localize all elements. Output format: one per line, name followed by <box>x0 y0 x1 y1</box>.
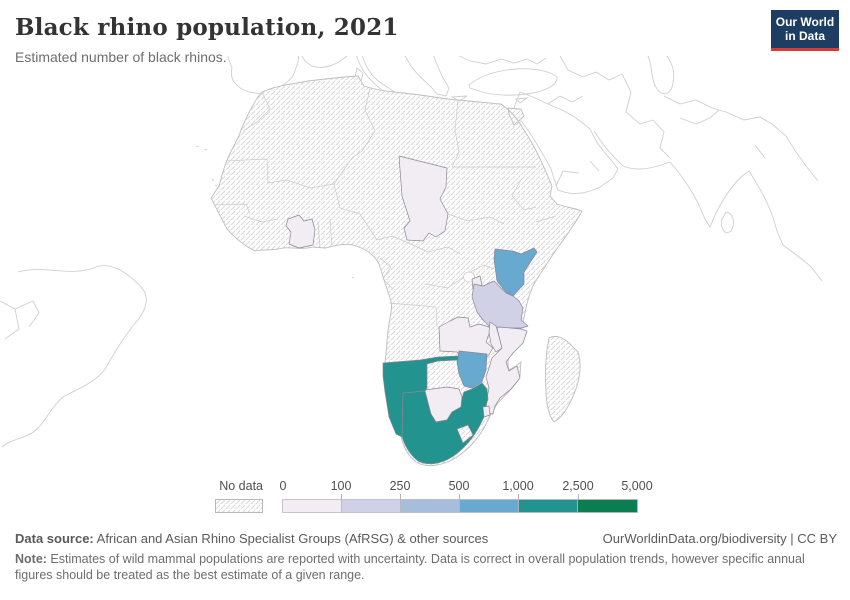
legend-tick-5000: 5,000 <box>621 479 653 493</box>
sri-lanka <box>721 211 734 234</box>
country-lesotho[interactable] <box>456 424 474 444</box>
asia-borders <box>559 56 720 159</box>
legend-bin-500-1000[interactable] <box>459 499 519 513</box>
legend-bin-2500-5000[interactable] <box>577 499 638 513</box>
world-map <box>0 56 823 467</box>
legend-bin-0-100[interactable] <box>282 499 342 513</box>
legend-bin-100-250[interactable] <box>341 499 401 513</box>
arabia-internal-borders <box>547 95 600 187</box>
himalaya-borders <box>711 107 773 159</box>
data-source-text: African and Asian Rhino Specialist Group… <box>93 531 489 546</box>
country-chad[interactable] <box>398 155 449 242</box>
owid-logo-line2: in Data <box>784 29 825 43</box>
black-sea-north-shore <box>458 56 547 65</box>
legend-tick-500: 500 <box>448 479 470 493</box>
madagascar[interactable] <box>545 335 581 423</box>
legend-tick-250: 250 <box>389 479 411 493</box>
country-malawi[interactable] <box>488 321 503 353</box>
legend-tick-mark <box>518 494 519 499</box>
balkans-greece-coast <box>404 56 450 97</box>
legend-color-bar <box>282 499 638 513</box>
note-label: Note: <box>15 552 47 566</box>
owid-logo-line1: Our World <box>775 14 835 29</box>
country-eswatini[interactable] <box>482 405 491 418</box>
country-zimbabwe[interactable] <box>456 350 488 389</box>
legend-tick-mark <box>578 494 579 499</box>
legend-tick-100: 100 <box>330 479 352 493</box>
country-cote-divoire[interactable] <box>285 214 316 249</box>
credit-link[interactable]: OurWorldinData.org/biodiversity | CC BY <box>602 531 837 546</box>
legend-tick-mark <box>459 494 460 499</box>
country-mozambique[interactable] <box>485 326 528 415</box>
cyprus <box>515 97 529 104</box>
india-coast <box>669 161 750 228</box>
legend-tick-mark <box>400 494 401 499</box>
atlantic-islands <box>195 145 355 279</box>
country-tanzania[interactable] <box>471 280 529 329</box>
france-coast <box>301 56 348 68</box>
turkey-coast <box>468 68 558 96</box>
colored-countries <box>285 155 538 465</box>
owid-logo[interactable]: Our World in Data <box>771 10 839 51</box>
iran-coast <box>593 130 671 170</box>
legend-bin-1000-2500[interactable] <box>518 499 578 513</box>
country-namibia[interactable] <box>382 355 459 438</box>
legend-no-data-swatch[interactable] <box>215 499 263 513</box>
crete <box>450 95 468 102</box>
legend-tick-2500: 2,500 <box>562 479 594 493</box>
country-kenya[interactable] <box>493 247 538 297</box>
legend-tick-mark <box>341 494 342 499</box>
myanmar-coast <box>748 123 823 282</box>
data-source-label: Data source: <box>15 531 94 546</box>
legend-bin-250-500[interactable] <box>400 499 460 513</box>
chart-subtitle: Estimated number of black rhinos. <box>15 49 227 65</box>
africa-internal-borders <box>213 87 557 328</box>
legend-tick-0: 0 <box>279 479 287 493</box>
data-source-line: Data source: African and Asian Rhino Spe… <box>15 531 488 546</box>
arabia-coast <box>511 91 619 194</box>
note-line: Note: Estimates of wild mammal populatio… <box>15 551 810 584</box>
caspian-sea <box>647 56 675 95</box>
south-america-coast <box>1 265 147 448</box>
page-title: Black rhino population, 2021 <box>15 14 399 41</box>
legend-no-data-label: No data <box>219 479 263 493</box>
country-south-africa[interactable] <box>401 382 489 465</box>
note-text: Estimates of wild mammal populations are… <box>15 552 805 583</box>
legend-tick-1000: 1,000 <box>502 479 534 493</box>
